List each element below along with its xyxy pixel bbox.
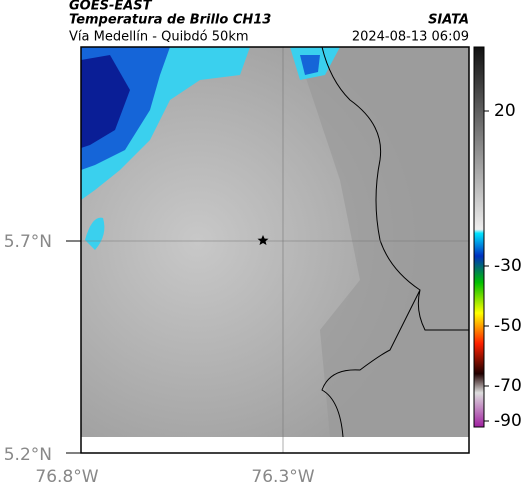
timestamp: 2024-08-13 06:09 [352, 30, 469, 45]
source-title: GOES-EAST [69, 0, 153, 14]
colorbar-tick: -90 [494, 411, 522, 431]
route: Vía Medellín - Quibdó 50km [69, 30, 249, 45]
product-title: Temperatura de Brillo CH13 [69, 13, 271, 28]
lat-label: 5.2°N [4, 445, 52, 465]
colorbar-tick: -50 [494, 316, 522, 336]
colorbar-tick: -70 [494, 376, 522, 396]
lat-label: 5.7°N [4, 232, 52, 252]
lon-label: 76.8°W [35, 467, 98, 487]
map-imagery [66, 46, 470, 454]
brand: SIATA [428, 13, 469, 28]
colorbar-tick: 20 [494, 101, 516, 121]
colorbar: 20 -30 -50 -70 -90 [473, 46, 522, 431]
colorbar-tick: -30 [494, 256, 522, 276]
lon-label: 76.3°W [251, 467, 314, 487]
